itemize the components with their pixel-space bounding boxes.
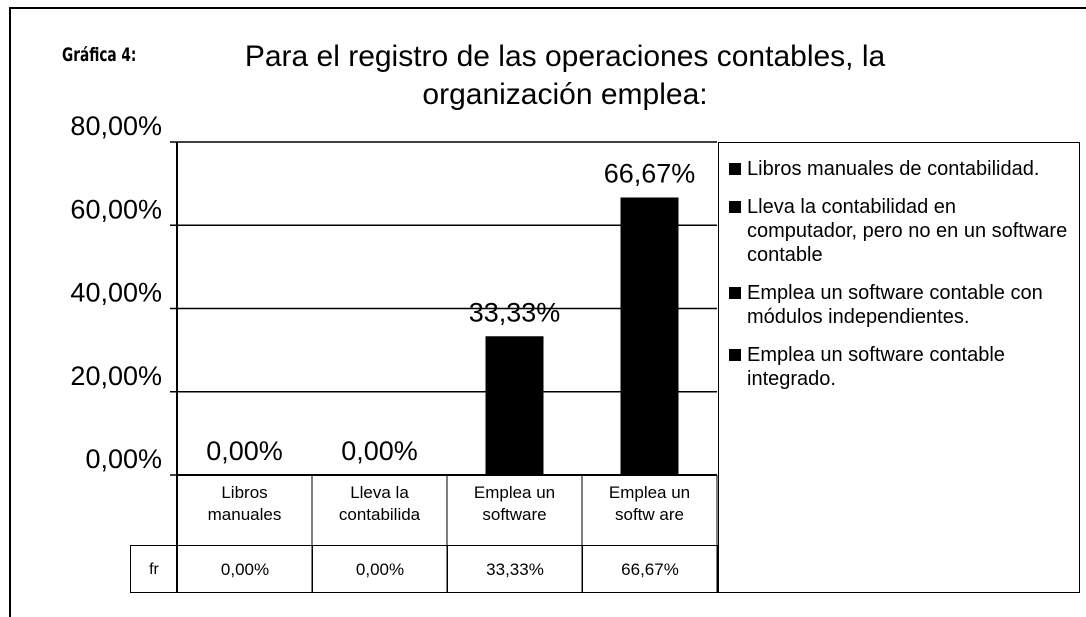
frame [9, 7, 1086, 617]
y-tick-label: 40,00% [70, 278, 162, 308]
bar [620, 197, 679, 475]
legend-swatch [729, 287, 741, 299]
legend-entry: Libros manuales de contabilidad. [729, 157, 1069, 181]
chart-label: Gráfica 4: [62, 44, 137, 66]
category-label: Emplea un softw are [608, 483, 691, 524]
y-tick-label: 80,00% [70, 111, 162, 141]
legend-text: Emplea un software contable integrado. [747, 344, 1005, 390]
legend-entry: Emplea un software contable integrado. [729, 343, 1069, 391]
value-label: 0,00% [206, 436, 283, 466]
legend-entry: Lleva la contabilidad en computador, per… [729, 195, 1069, 267]
table-value: 33,33% [486, 560, 544, 579]
table-cell: 0,00% [177, 545, 313, 593]
value-label: 66,67% [604, 159, 696, 189]
y-tick-label: 20,00% [70, 361, 162, 391]
y-tick-label: 60,00% [70, 194, 162, 224]
y-tick-label: 0,00% [85, 444, 162, 474]
category-label: Emplea un software [473, 483, 556, 524]
value-label: 33,33% [469, 297, 561, 327]
category-label: Lleva la contabilida [338, 483, 421, 524]
bar [485, 336, 544, 475]
legend-text: Libros manuales de contabilidad. [747, 158, 1040, 180]
value-label: 0,00% [341, 436, 418, 466]
table-cell: 66,67% [582, 545, 718, 593]
legend-entry: Emplea un software contable con módulos … [729, 281, 1069, 329]
legend-swatch [729, 163, 741, 175]
chart-title: Para el registro de las operaciones cont… [244, 40, 886, 111]
category-label: Libros manuales [207, 483, 282, 524]
table-series-name: fr [130, 545, 178, 593]
table-cell: 33,33% [447, 545, 583, 593]
table-cell: 0,00% [312, 545, 448, 593]
legend-swatch [729, 201, 741, 213]
legend-swatch [729, 349, 741, 361]
legend: Libros manuales de contabilidad. Lleva la… [718, 142, 1080, 593]
table-value: 66,67% [621, 560, 679, 579]
series-name: fr [149, 561, 159, 578]
table-value: 0,00% [220, 560, 270, 579]
table-value: 0,00% [355, 560, 405, 579]
legend-text: Emplea un software contable con módulos … [747, 282, 1043, 328]
legend-text: Lleva la contabilidad en computador, per… [747, 196, 1068, 266]
